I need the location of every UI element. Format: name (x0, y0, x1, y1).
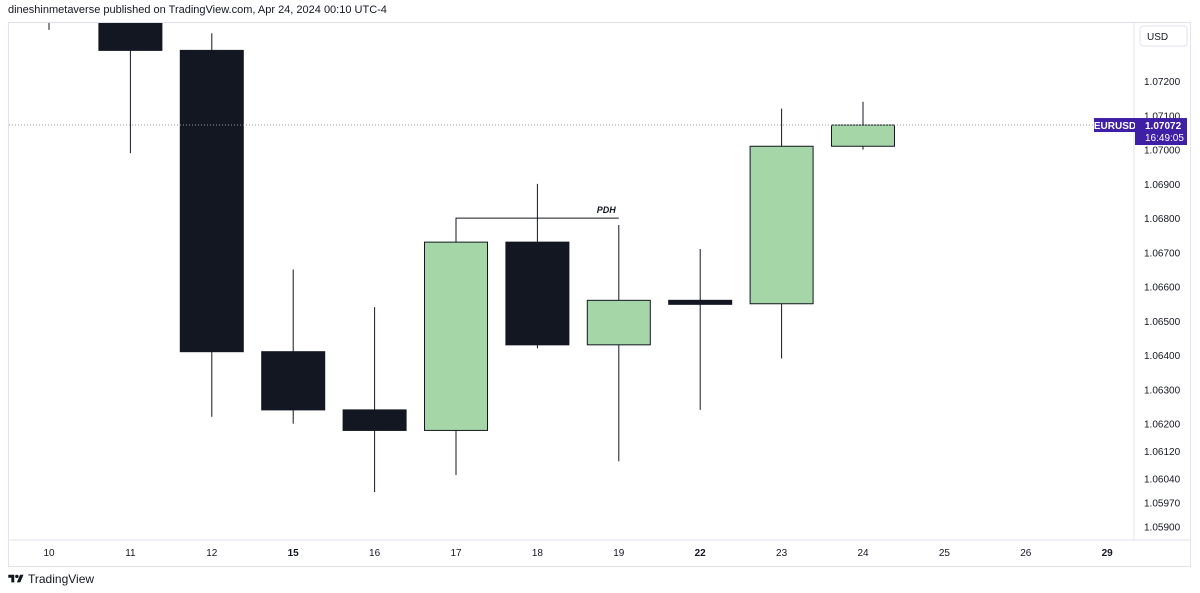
date-tick-label: 12 (206, 548, 218, 559)
symbol-tag-bg (1094, 118, 1136, 133)
chart-frame[interactable] (8, 22, 1191, 567)
candle-body (342, 409, 407, 431)
currency-label: USD (1147, 32, 1168, 43)
date-tick-label: 26 (1020, 548, 1032, 559)
price-tick-label: 1.05900 (1144, 522, 1181, 533)
candle-23 (749, 108, 814, 359)
date-tick-label: 10 (43, 548, 55, 559)
date-tick-label: 15 (288, 548, 300, 559)
candle-body (586, 299, 651, 346)
date-tick-label: 16 (369, 548, 381, 559)
candle-22 (668, 248, 733, 410)
candle-16 (342, 307, 407, 493)
candle-body (424, 241, 488, 431)
candle-17 (424, 241, 488, 475)
date-tick-label: 17 (450, 548, 462, 559)
pdh-line (455, 217, 619, 243)
candle-24 (831, 101, 895, 150)
candles-layer (18, 0, 895, 493)
brand-name: TradingView (28, 572, 95, 586)
price-tick-label: 1.06800 (1144, 214, 1181, 225)
tradingview-logo-icon (8, 574, 24, 583)
price-tick-label: 1.06400 (1144, 351, 1181, 362)
price-axis[interactable]: USD 1.07200 1.07100 1.07000 1.06900 1.06800 1.… (1094, 25, 1188, 533)
date-tick-label: 22 (695, 548, 707, 559)
price-tick-label: 1.05970 (1144, 498, 1181, 509)
candle-body (261, 351, 326, 411)
candle-11 (98, 23, 163, 154)
price-tick-label: 1.07000 (1144, 146, 1181, 157)
date-tick-label: 23 (776, 548, 788, 559)
chart-axes (9, 23, 1190, 541)
tradingview-brand[interactable]: TradingView (8, 571, 94, 587)
candle-10 (18, 0, 81, 30)
candle-18 (505, 183, 570, 349)
date-tick-label: 29 (1102, 548, 1114, 559)
price-tick-label: 1.06120 (1144, 447, 1181, 458)
date-tick-label: 25 (939, 548, 951, 559)
candle-body (98, 23, 163, 51)
date-tick-label: 18 (532, 548, 544, 559)
candle-body (749, 145, 814, 305)
publish-caption: dineshinmetaverse published on TradingVi… (8, 4, 387, 16)
date-tick-label: 11 (125, 548, 136, 559)
candle-19 (586, 225, 651, 462)
time-axis[interactable]: 10 11 12 15 16 17 18 19 22 23 24 25 26 29 (43, 548, 1113, 559)
price-tick-label: 1.06700 (1144, 248, 1181, 259)
price-tick-label: 1.06900 (1144, 180, 1181, 191)
candle-15 (261, 269, 326, 424)
candle-12 (179, 33, 244, 417)
candle-body (831, 124, 895, 147)
currency-box (1139, 25, 1188, 47)
price-tick-label: 1.06500 (1144, 317, 1181, 328)
date-tick-label: 19 (613, 548, 625, 559)
pdh-label: PDH (597, 205, 617, 215)
annotations-layer: PDH (9, 124, 1134, 243)
price-tick-label: 1.06200 (1144, 420, 1181, 431)
date-tick-label: 24 (857, 548, 869, 559)
last-price-label: 1.07072 (1145, 121, 1182, 132)
candle-body (505, 241, 570, 346)
symbol-tag: EURUSD (1094, 121, 1136, 132)
candle-body (18, 0, 81, 13)
countdown-label: 16:49:05 (1145, 133, 1184, 144)
candle-body (179, 49, 244, 353)
candle-body (668, 299, 733, 305)
price-tick-label: 1.06040 (1144, 474, 1181, 485)
last-price-tag-bg (1135, 118, 1187, 146)
price-tick-label: 1.06600 (1144, 283, 1181, 294)
price-tick-label: 1.07100 (1144, 111, 1181, 122)
price-tick-label: 1.06300 (1144, 385, 1181, 396)
price-tick-label: 1.07200 (1144, 77, 1181, 88)
